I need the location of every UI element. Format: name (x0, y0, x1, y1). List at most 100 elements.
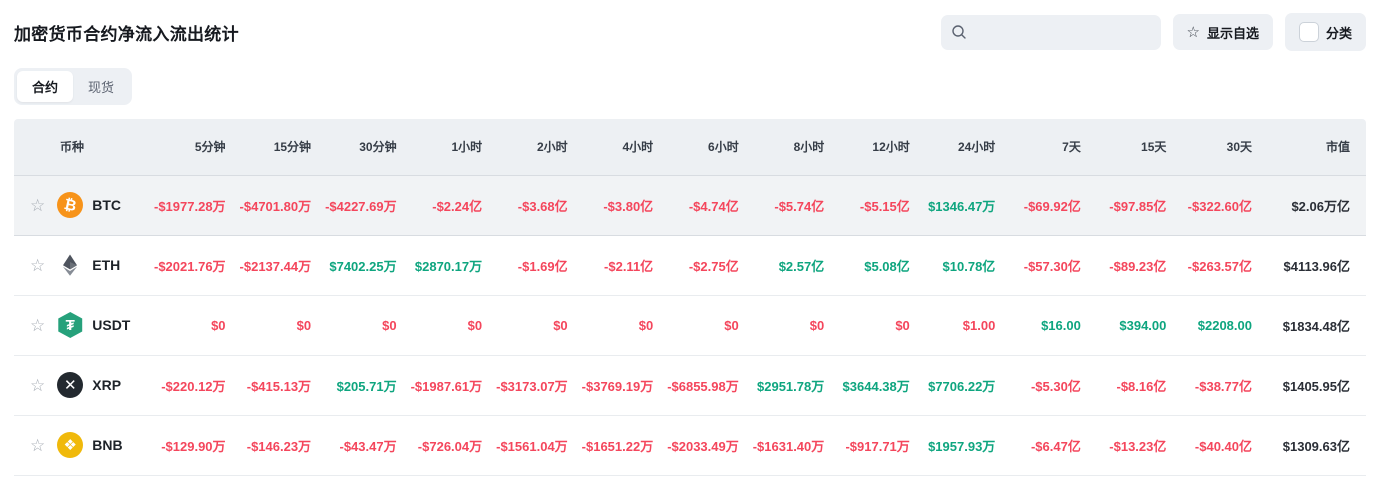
col-2h[interactable]: 2小时 (496, 119, 582, 175)
flow-value-cell: -$1631.40万 (752, 438, 825, 454)
tab-contract[interactable]: 合约 (17, 71, 74, 102)
coin-symbol: BTC (92, 197, 122, 213)
flow-value-cell: $394.00 (1119, 317, 1167, 333)
flow-value-cell: $0 (724, 317, 739, 333)
flow-value-cell: -$5.30亿 (1030, 378, 1081, 394)
coin-symbol: ETH (92, 257, 121, 273)
flow-value-cell: -$8.16亿 (1116, 378, 1167, 394)
flow-value-cell: -$146.23万 (246, 438, 312, 454)
flow-value-cell: -$2137.44万 (239, 258, 312, 274)
col-6h[interactable]: 6小时 (667, 119, 753, 175)
flow-value-cell: -$2.24亿 (432, 198, 483, 214)
table-row[interactable]: ☆ ₿ BTC -$1977.28万 -$4701.80万 -$4227.69万 -$2.2… (14, 175, 1366, 235)
table-row[interactable]: ☆ ✕ XRP -$220.12万 -$415.13万 $205.71万 -$1987.61… (14, 355, 1366, 415)
search-input[interactable] (972, 24, 1151, 40)
show-favorites-button[interactable]: ☆ 显示自选 (1172, 14, 1273, 50)
col-marketcap[interactable]: 市值 (1266, 119, 1366, 175)
flow-value-cell: -$38.77亿 (1194, 378, 1252, 394)
col-30d[interactable]: 30天 (1180, 119, 1266, 175)
flow-value-cell: -$6.47亿 (1030, 438, 1081, 454)
flow-value-cell: $0 (296, 317, 312, 333)
col-30m[interactable]: 30分钟 (325, 119, 411, 175)
market-cap-cell: $1309.63亿 (1282, 438, 1350, 454)
market-cap-cell: $2.06万亿 (1291, 198, 1350, 214)
flow-value-cell: $1346.47万 (928, 198, 996, 214)
show-favorites-label: 显示自选 (1206, 25, 1259, 41)
favorite-star-icon[interactable]: ☆ (30, 435, 46, 455)
col-12h[interactable]: 12小时 (838, 119, 924, 175)
xrp-icon: ✕ (57, 372, 84, 398)
flow-value-cell: $1957.93万 (928, 438, 996, 454)
flow-value-cell: $10.78亿 (942, 258, 996, 274)
flow-value-cell: -$40.40亿 (1194, 438, 1252, 454)
flow-value-cell: -$322.60亿 (1187, 198, 1252, 214)
table-row[interactable]: ☆ ❖ BNB -$129.90万 -$146.23万 -$43.47万 -$726.04万… (14, 415, 1366, 475)
market-cap-cell: $1834.48亿 (1282, 318, 1350, 334)
col-4h[interactable]: 4小时 (581, 119, 668, 175)
favorite-star-icon[interactable]: ☆ (30, 195, 46, 215)
col-7d[interactable]: 7天 (1009, 119, 1095, 175)
category-button[interactable]: 分类 (1284, 13, 1366, 51)
col-8h[interactable]: 8小时 (752, 119, 839, 175)
flow-value-cell: $0 (809, 317, 825, 333)
flow-value-cell: -$89.23亿 (1109, 258, 1167, 274)
favorite-star-icon[interactable]: ☆ (30, 315, 46, 335)
flow-value-cell: -$1561.04万 (496, 438, 568, 454)
market-cap-cell: $4113.96亿 (1283, 258, 1350, 274)
search-box[interactable] (940, 14, 1161, 50)
col-15m[interactable]: 15分钟 (239, 119, 326, 175)
flow-value-cell: $205.71万 (336, 378, 397, 394)
flow-value-cell: -$43.47万 (339, 438, 397, 454)
flow-value-cell: $2208.00 (1197, 317, 1252, 333)
table-row[interactable]: ☆ ETH -$2021.76万 -$2137.44万 $7402.25万 $2870.1… (14, 235, 1366, 295)
tab-spot[interactable]: 现货 (73, 71, 129, 102)
col-coin[interactable]: 币种 (14, 119, 154, 175)
flow-value-cell: -$3.68亿 (517, 198, 568, 214)
page-title: 加密货币合约净流入流出统计 (14, 24, 239, 44)
favorite-star-icon[interactable]: ☆ (30, 255, 46, 275)
table-header: 币种 5分钟 15分钟 30分钟 1小时 2小时 4小时 6小时 8小时 12小… (14, 119, 1366, 175)
coin-symbol: USDT (92, 317, 131, 333)
col-1h[interactable]: 1小时 (410, 119, 497, 175)
flow-value-cell: -$2.11亿 (604, 258, 654, 274)
flow-value-cell: $2870.17万 (414, 258, 483, 274)
flow-value-cell: -$1.69亿 (517, 258, 568, 274)
eth-icon (57, 252, 83, 278)
flow-value-cell: -$5.74亿 (774, 198, 825, 214)
flow-value-cell: -$1987.61万 (410, 378, 483, 394)
col-5m[interactable]: 5分钟 (154, 119, 240, 175)
col-24h[interactable]: 24小时 (923, 119, 1010, 175)
flow-value-cell: $5.08亿 (864, 258, 910, 274)
table-body: ☆ ₿ BTC -$1977.28万 -$4701.80万 -$4227.69万 -$2.2… (14, 175, 1366, 475)
flow-value-cell: -$2.75亿 (688, 258, 739, 274)
category-label: 分类 (1325, 25, 1352, 41)
flow-value-cell: -$4701.80万 (239, 198, 312, 214)
flow-value-cell: -$129.90万 (161, 438, 226, 454)
flow-value-cell: -$2033.49万 (667, 438, 739, 454)
flows-table: 币种 5分钟 15分钟 30分钟 1小时 2小时 4小时 6小时 8小时 12小… (14, 119, 1366, 476)
flow-value-cell: -$13.23亿 (1109, 438, 1167, 454)
col-15d[interactable]: 15天 (1094, 119, 1181, 175)
flow-value-cell: -$726.04万 (417, 438, 483, 454)
coin-cell: ☆ ETH (14, 252, 154, 278)
flow-value-cell: -$5.15亿 (859, 198, 910, 214)
flow-value-cell: $7402.25万 (329, 258, 397, 274)
favorite-star-icon[interactable]: ☆ (30, 375, 46, 395)
flow-value-cell: -$220.12万 (161, 378, 226, 394)
flow-value-cell: -$69.92亿 (1023, 198, 1081, 214)
flow-value-cell: -$97.85亿 (1109, 198, 1167, 214)
coin-symbol: BNB (92, 437, 123, 453)
flow-value-cell: -$4227.69万 (325, 198, 397, 214)
flow-value-cell: -$2021.76万 (154, 258, 226, 274)
flow-value-cell: -$3769.19万 (581, 378, 654, 394)
table-row[interactable]: ☆ ₮ USDT $0 $0 $0 $0 $0 $0 $0 $0 $0 $1.00 $16.00 $394.… (14, 295, 1366, 355)
flow-value-cell: -$57.30亿 (1023, 258, 1081, 274)
flow-value-cell: $16.00 (1041, 317, 1081, 333)
flow-value-cell: -$3173.07万 (496, 378, 568, 394)
flow-value-cell: $0 (638, 317, 654, 333)
btc-icon: ₿ (57, 192, 84, 218)
category-checkbox[interactable] (1298, 22, 1319, 42)
flow-value-cell: -$263.57亿 (1187, 258, 1252, 274)
flow-value-cell: $0 (553, 317, 568, 333)
usdt-icon: ₮ (58, 312, 83, 338)
